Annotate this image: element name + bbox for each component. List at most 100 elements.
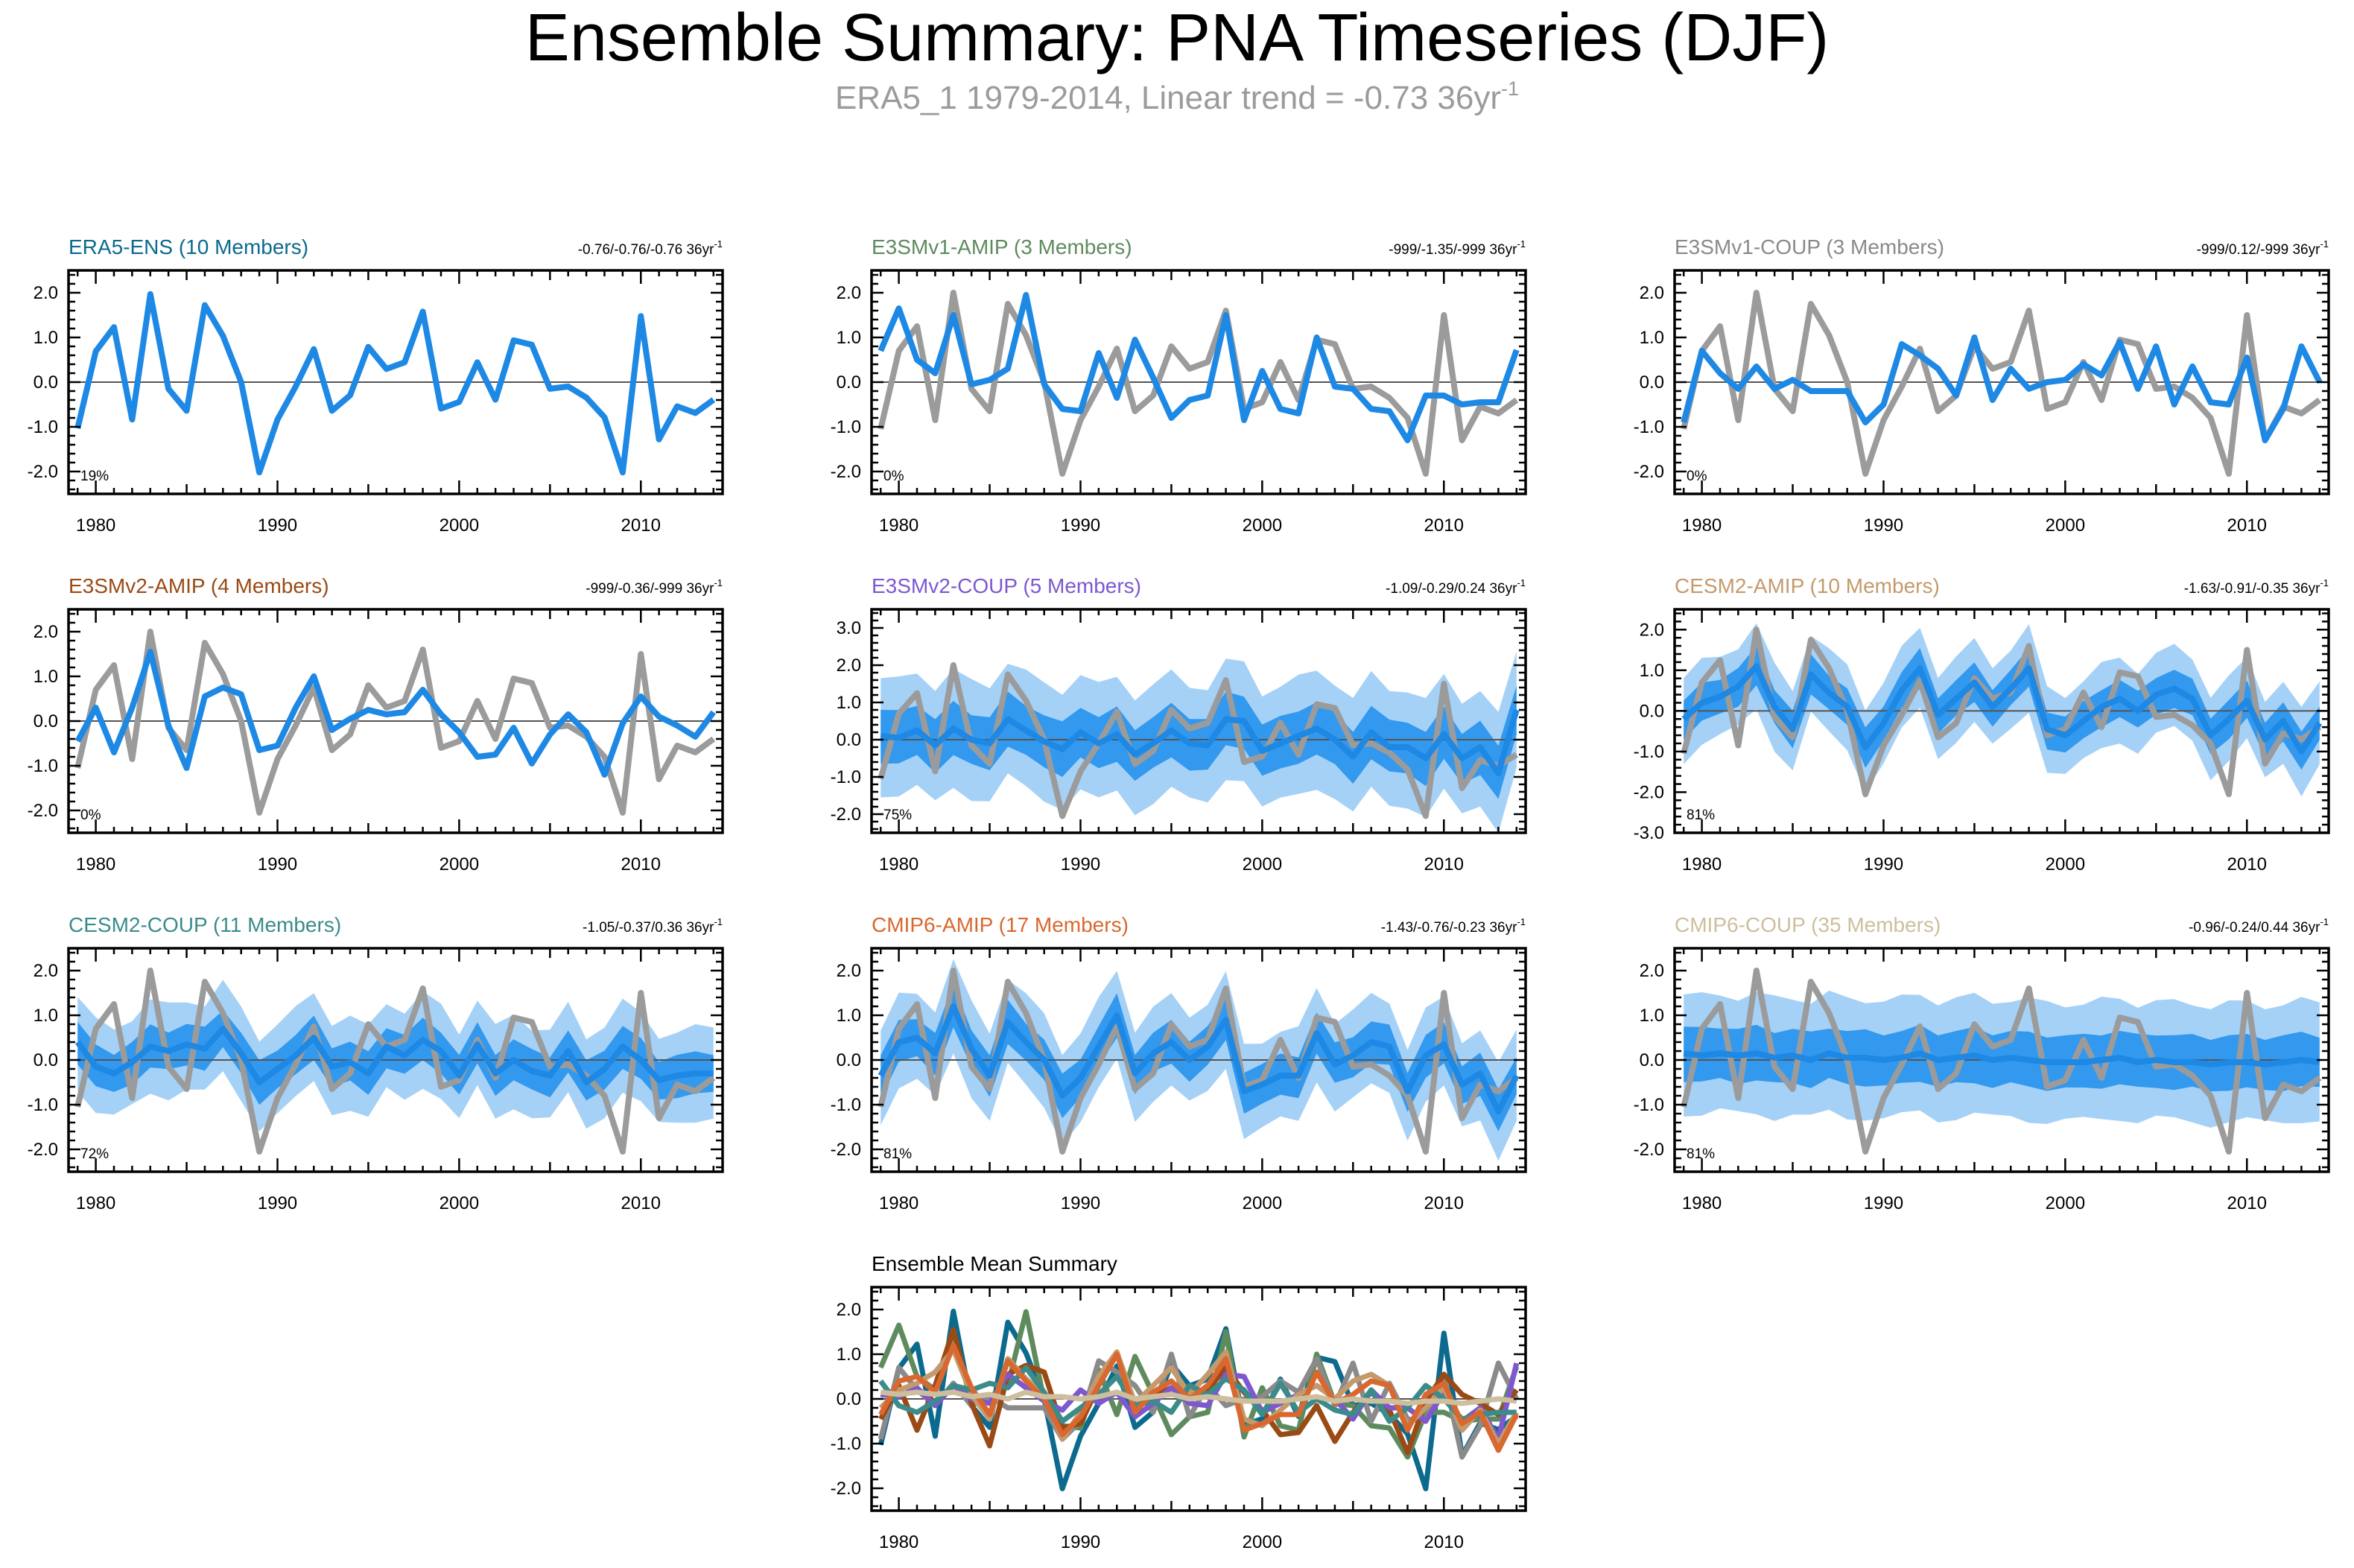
panel-5-ytick-label: 2.0 (837, 656, 861, 676)
panel-10-ytick-label: -2.0 (831, 1479, 861, 1499)
panel-7-xtick-label: 1980 (76, 1193, 115, 1213)
panel-4-title: E3SMv2-AMIP (4 Members) (69, 574, 329, 597)
panel-3-trend-text: -999/0.12/-999 36yr (2197, 242, 2321, 258)
panel-1-trend: -0.76/-0.76/-0.76 36yr-1 (578, 238, 723, 258)
panel-9-mean-line (1683, 1050, 2320, 1067)
panel-3-xtick-label: 2010 (2227, 515, 2267, 536)
panel-5-mean-line (880, 708, 1520, 776)
figure-title: Ensemble Summary: PNA Timeseries (DJF) (524, 1, 1830, 75)
panel-5-ytick-label: 0.0 (837, 730, 861, 750)
panel-10-title: Ensemble Mean Summary (872, 1252, 1117, 1275)
panel-7-mean-line (74, 1026, 714, 1085)
panel-4-ytick-label: 0.0 (34, 711, 58, 731)
panel-2-ytick-label: -2.0 (831, 462, 861, 482)
panel-4-trend-text: -999/-0.36/-999 36yr (586, 581, 714, 597)
panel-4-obs-line (74, 629, 716, 816)
panel-10-ytick-label: 1.0 (837, 1345, 861, 1365)
panel-6-ytick-label: 2.0 (1640, 620, 1664, 640)
panel-9-xtick-label: 2000 (2046, 1193, 2085, 1213)
panel-2-ytick-label: 2.0 (837, 283, 861, 303)
panel-8-xtick-label: 1980 (879, 1193, 919, 1213)
panel-1-ytick-label: 1.0 (34, 328, 58, 348)
panel-9-xtick-label: 1990 (1864, 1193, 1903, 1213)
panel-7-ytick-label: -1.0 (28, 1095, 58, 1115)
panel-7-percent-label: 72% (80, 1146, 109, 1162)
panel-1-xtick-label: 1990 (258, 515, 297, 536)
panel-9-ytick-label: 2.0 (1640, 961, 1664, 981)
figure-subtitle: ERA5_1 1979-2014, Linear trend = -0.73 3… (0, 77, 2354, 117)
panel-5-trend-sup: -1 (1517, 577, 1526, 588)
panel-7: CESM2-COUP (11 Members) -1.05/-0.37/0.36 … (28, 913, 724, 1213)
panel-5-trend-text: -1.09/-0.29/0.24 36yr (1386, 581, 1517, 597)
panel-7-xtick-label: 2010 (621, 1193, 661, 1213)
panel-6-title: CESM2-AMIP (10 Members) (1675, 574, 1940, 597)
panel-7-ytick-label: -2.0 (28, 1140, 58, 1160)
panel-9-xtick-label: 2010 (2227, 1193, 2267, 1213)
panel-4-trend-sup: -1 (714, 577, 723, 588)
panel-10-mean-line-9 (880, 1389, 1517, 1406)
panel-6-xtick-label: 2000 (2046, 854, 2085, 875)
panel-5-xtick-label: 2010 (1424, 854, 1464, 875)
panel-3-ytick-label: 1.0 (1640, 328, 1664, 348)
panel-8-xtick-label: 2000 (1243, 1193, 1282, 1213)
panel-3-trend: -999/0.12/-999 36yr-1 (2197, 238, 2329, 258)
panel-6-ytick-label: -2.0 (1634, 782, 1664, 802)
panel-2-xtick-label: 1990 (1061, 515, 1100, 536)
panel-3-ytick-label: -2.0 (1634, 462, 1664, 482)
panel-7-title: CESM2-COUP (11 Members) (69, 913, 341, 936)
panel-2-ytick-label: 1.0 (837, 328, 861, 348)
panel-3-ytick-label: 2.0 (1640, 283, 1664, 303)
panel-7-ytick-label: 2.0 (34, 961, 58, 981)
panel-10-mean-line-5 (880, 1362, 1520, 1442)
panel-6-mean-line (1681, 663, 2323, 755)
panel-6: CESM2-AMIP (10 Members) -1.63/-0.91/-0.35… (1634, 574, 2330, 875)
panel-8-obs-line (878, 968, 1519, 1155)
panel-3-mean-line (1681, 334, 2323, 443)
panel-2-xtick-label: 2010 (1424, 515, 1464, 536)
panel-6-xtick-label: 2010 (2227, 854, 2267, 875)
panel-8-trend-text: -1.43/-0.76/-0.23 36yr (1381, 920, 1517, 936)
panel-2-ytick-label: -1.0 (831, 417, 861, 437)
panel-9-xtick-label: 1980 (1682, 1193, 1722, 1213)
panel-10: Ensemble Mean Summary -2.0 -1.0 0.0 1.0 2.0 19… (831, 1252, 1527, 1552)
panel-9-ytick-label: 1.0 (1640, 1006, 1664, 1026)
panel-10-xtick-label: 2010 (1424, 1532, 1464, 1552)
panel-2-percent-label: 0% (883, 469, 904, 484)
panel-9-trend-sup: -1 (2320, 916, 2329, 927)
panel-8-ytick-label: 0.0 (837, 1050, 861, 1070)
panel-5-xtick-label: 1990 (1061, 854, 1100, 875)
panel-8-mean-line (878, 1003, 1520, 1114)
panel-7-trend-text: -1.05/-0.37/0.36 36yr (583, 920, 714, 936)
panel-3-ytick-label: 0.0 (1640, 372, 1664, 393)
panel-1-xtick-label: 1980 (76, 515, 115, 536)
panel-5-trend: -1.09/-0.29/0.24 36yr-1 (1386, 577, 1526, 597)
panel-8-ytick-label: -1.0 (831, 1095, 861, 1115)
panel-7-trend-sup: -1 (714, 916, 723, 927)
panel-4-xtick-label: 2010 (621, 854, 661, 875)
panel-2: E3SMv1-AMIP (3 Members) -999/-1.35/-999 3… (831, 235, 1527, 536)
panel-6-percent-label: 81% (1687, 807, 1715, 823)
panel-6-ytick-label: -1.0 (1634, 742, 1664, 762)
panel-6-ytick-label: 0.0 (1640, 701, 1664, 721)
panel-1-percent-label: 19% (80, 469, 109, 484)
panel-9-ytick-label: -2.0 (1634, 1140, 1664, 1160)
panel-6-xtick-label: 1990 (1864, 854, 1903, 875)
panel-1-xtick-label: 2010 (621, 515, 661, 536)
panel-4-ytick-label: 2.0 (34, 622, 58, 642)
panel-4-trend: -999/-0.36/-999 36yr-1 (586, 577, 723, 597)
panel-9-trend: -0.96/-0.24/0.44 36yr-1 (2189, 916, 2329, 936)
panel-3-obs-line (1681, 290, 2322, 477)
panel-2-mean-line (878, 292, 1520, 443)
panel-1-ytick-label: 0.0 (34, 372, 58, 393)
panel-1-title: ERA5-ENS (10 Members) (69, 235, 308, 258)
panel-8-ytick-label: -2.0 (831, 1140, 861, 1160)
panel-3-trend-sup: -1 (2320, 238, 2329, 250)
panel-7-ytick-label: 0.0 (34, 1050, 58, 1070)
panel-8-title: CMIP6-AMIP (17 Members) (872, 913, 1129, 936)
panel-7-ytick-label: 1.0 (34, 1006, 58, 1026)
panel-2-trend-sup: -1 (1517, 238, 1526, 250)
panel-2-title: E3SMv1-AMIP (3 Members) (872, 235, 1132, 258)
panel-3: E3SMv1-COUP (3 Members) -999/0.12/-999 36… (1634, 235, 2330, 536)
panel-6-xtick-label: 1980 (1682, 854, 1722, 875)
